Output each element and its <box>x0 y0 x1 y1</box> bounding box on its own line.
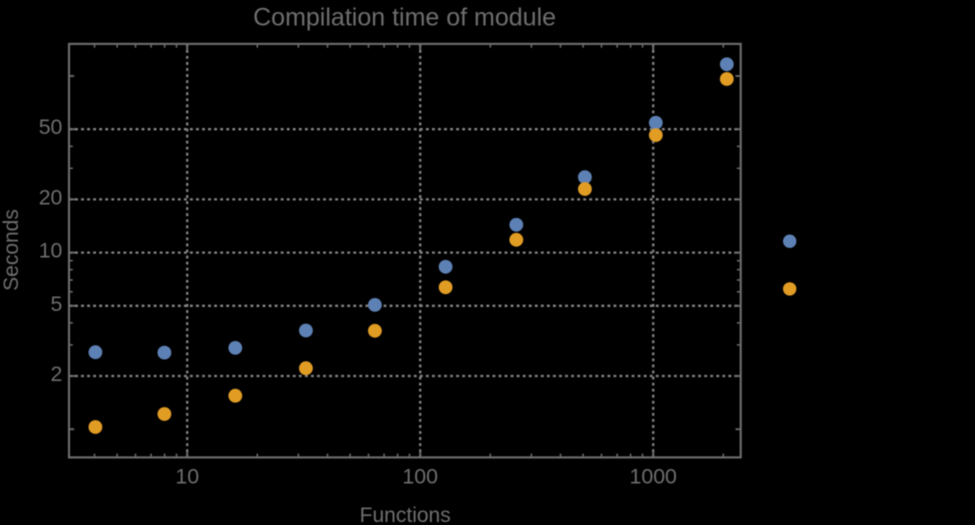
svg-text:10: 10 <box>39 239 63 263</box>
svg-text:Seconds: Seconds <box>0 209 23 291</box>
svg-text:10: 10 <box>175 465 199 489</box>
svg-text:2: 2 <box>51 362 63 386</box>
svg-text:50: 50 <box>39 115 63 139</box>
svg-text:5: 5 <box>51 292 63 316</box>
svg-text:1000: 1000 <box>630 465 678 489</box>
svg-text:100: 100 <box>402 465 438 489</box>
svg-text:Compilation time of module: Compilation time of module <box>253 4 556 32</box>
svg-text:Functions: Functions <box>360 504 451 525</box>
svg-text:20: 20 <box>39 185 63 209</box>
